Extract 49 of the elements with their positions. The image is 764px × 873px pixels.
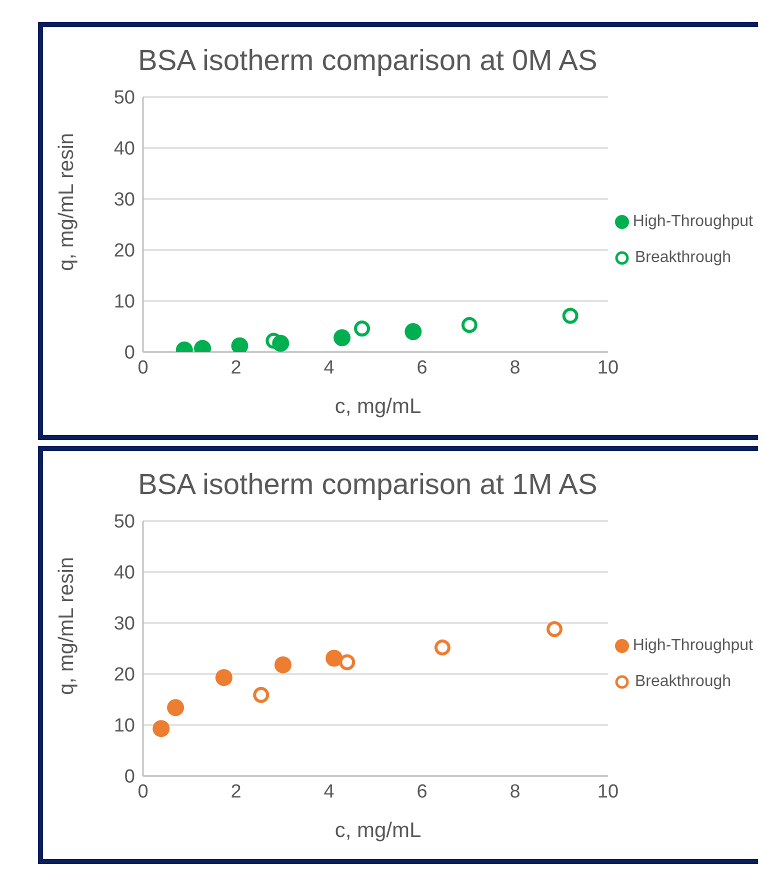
y-tick-label: 40	[114, 138, 135, 160]
x-tick-label: 10	[597, 781, 619, 802]
point	[334, 329, 351, 346]
x-tick-label: 0	[138, 357, 148, 378]
x-tick-label: 6	[416, 357, 428, 378]
point	[152, 720, 170, 738]
y-tick-label: 0	[124, 342, 135, 364]
x-tick-label: 10	[597, 357, 619, 378]
point	[404, 323, 422, 340]
point	[434, 639, 450, 656]
y-tick-label: 10	[114, 292, 135, 313]
point	[274, 656, 292, 674]
x-tick-label: 0	[138, 781, 148, 802]
legend-label: Breakthrough	[635, 672, 732, 690]
legend-label: High-Throughput	[632, 636, 753, 654]
y-tick-label: 50	[114, 512, 135, 533]
y-tick-label: 20	[114, 664, 135, 686]
point	[461, 316, 478, 333]
y-axis-title: q, mg/mL resin	[55, 556, 79, 696]
x-axis-title: c, mg/mL	[334, 395, 422, 419]
y-tick-label: 30	[114, 190, 135, 211]
y-tick-label: 0	[124, 766, 135, 788]
y-tick-label: 10	[114, 716, 135, 737]
x-tick-label: 4	[324, 357, 335, 378]
chart-title: BSA isotherm comparison at 1M AS	[138, 469, 598, 502]
y-tick-label: 20	[114, 240, 135, 262]
point	[546, 621, 563, 638]
y-tick-label: 50	[114, 88, 135, 109]
x-tick-label: 4	[324, 781, 335, 802]
point	[253, 686, 270, 703]
point	[326, 650, 343, 667]
chart-title: BSA isotherm comparison at 0M AS	[138, 45, 598, 78]
point	[562, 308, 578, 324]
y-tick-label: 30	[114, 614, 135, 635]
x-tick-label: 6	[416, 781, 428, 802]
y-axis-title: q, mg/mL resin	[55, 132, 79, 272]
point	[215, 669, 232, 686]
legend-label: Breakthrough	[635, 248, 732, 266]
point	[272, 334, 290, 352]
legend-label: High-Throughput	[632, 212, 753, 230]
point	[354, 320, 370, 337]
x-tick-label: 2	[230, 781, 242, 802]
x-tick-label: 8	[510, 781, 520, 802]
point	[339, 654, 356, 670]
y-tick-label: 40	[114, 562, 135, 584]
x-tick-label: 2	[230, 357, 242, 378]
point	[167, 699, 184, 716]
x-tick-label: 8	[510, 357, 520, 378]
x-axis-title: c, mg/mL	[334, 819, 422, 843]
